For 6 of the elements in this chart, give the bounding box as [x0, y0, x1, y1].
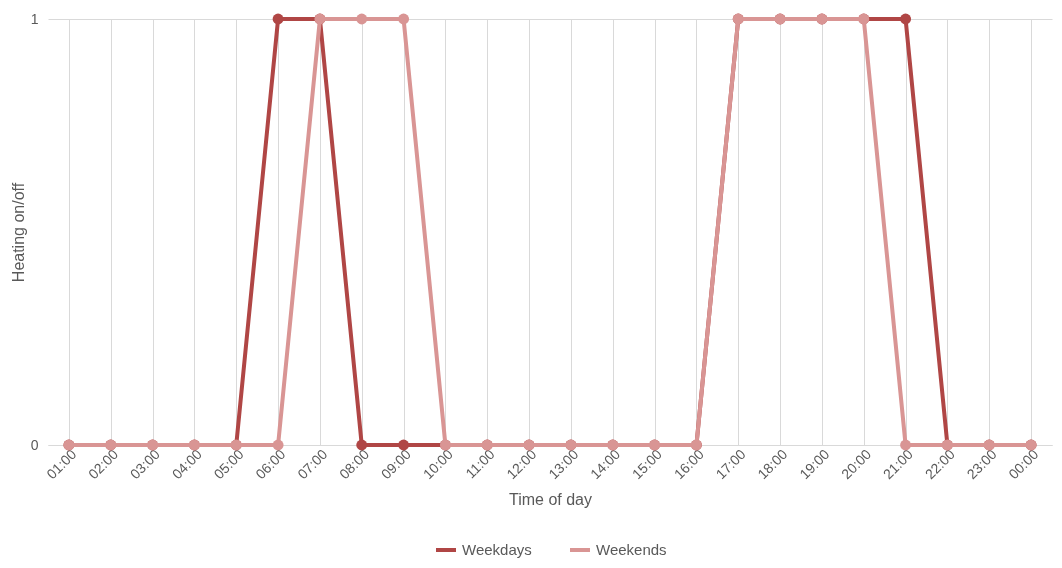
legend-label: Weekends	[596, 541, 667, 558]
y-tick-label: 0	[30, 436, 39, 453]
y-tick-label: 1	[30, 10, 39, 27]
legend-label: Weekdays	[462, 541, 532, 558]
x-axis-title: Time of day	[509, 491, 592, 509]
y-axis-title: Heating on/off	[9, 182, 27, 283]
